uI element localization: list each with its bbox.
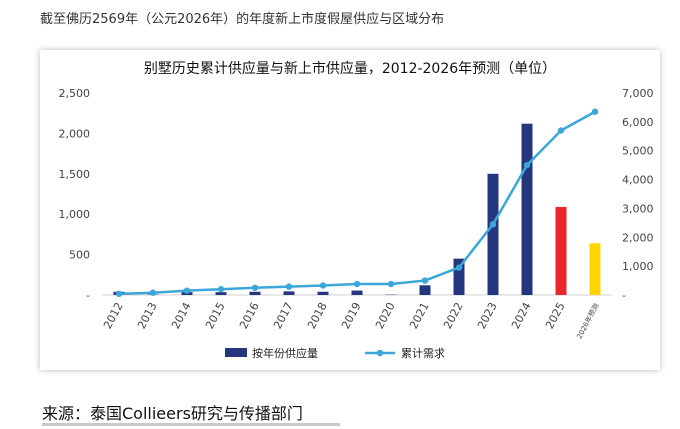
x-tick-label: 2024 <box>509 300 534 331</box>
x-tick-label: 2026年预测 <box>575 302 601 341</box>
x-tick-label: 2019 <box>339 300 364 331</box>
y-right-tick-label: 7,000 <box>622 87 654 100</box>
bar <box>351 290 363 295</box>
y-right-tick-label: 5,000 <box>622 145 654 158</box>
line-point <box>149 289 157 296</box>
x-tick-label: 2017 <box>271 300 296 331</box>
x-tick-label: 2025 <box>543 300 568 331</box>
bar <box>215 292 227 295</box>
bar <box>419 285 431 295</box>
bar <box>453 258 465 295</box>
legend-swatch-bars <box>225 348 247 357</box>
y-left-tick-label: 2,000 <box>59 127 91 140</box>
line-point <box>251 284 259 291</box>
bar <box>487 173 499 295</box>
x-tick-label: 2012 <box>101 300 126 331</box>
y-right-tick-label: 2,000 <box>622 231 654 244</box>
x-tick-label: 2014 <box>169 300 194 331</box>
line-point <box>285 283 293 290</box>
legend-label-line: 累计需求 <box>401 347 445 360</box>
line-point <box>387 280 395 288</box>
bar <box>317 291 329 295</box>
y-right-tick-label: 3,000 <box>622 202 654 215</box>
source-underline <box>42 423 340 426</box>
y-left-tick-label: - <box>86 289 90 302</box>
y-left-tick-label: 1,000 <box>59 208 91 221</box>
chart-title: 别墅历史累计供应量与新上市供应量，2012-2026年预测（单位） <box>143 61 557 77</box>
line-point <box>591 108 599 115</box>
x-tick-label: 2021 <box>407 300 432 331</box>
line-point <box>115 290 123 298</box>
line-point <box>217 286 225 293</box>
source-note: 来源：泰国Collieers研究与传播部门 <box>42 404 303 423</box>
chart-svg: - 500 1,000 1,500 2,000 2,500 - 1,000 2,000 3,000… <box>59 87 654 360</box>
x-tick-label: 2016 <box>237 300 262 331</box>
y-right-tick-label: 4,000 <box>622 174 654 187</box>
line-point <box>455 264 463 271</box>
x-tick-label: 2015 <box>203 300 228 331</box>
x-tick-label: 2013 <box>135 300 160 331</box>
line-point <box>183 287 191 294</box>
y-right-tick-label: - <box>622 289 626 302</box>
y-left-tick-label: 2,500 <box>59 87 91 100</box>
line-point <box>353 280 361 288</box>
y-right-tick-label: 6,000 <box>622 116 654 129</box>
bar <box>555 206 567 295</box>
bar <box>249 291 261 295</box>
bar <box>589 243 601 295</box>
x-tick-label: 2020 <box>373 300 398 331</box>
x-tick-label: 2022 <box>441 300 466 331</box>
bar <box>521 123 533 295</box>
line-point <box>489 221 497 228</box>
y-left-tick-label: 1,500 <box>59 168 91 181</box>
legend-swatch-marker <box>376 349 384 357</box>
x-tick-label: 2023 <box>475 300 500 331</box>
page-heading: 截至佛历2569年（公元2026年）的年度新上市度假屋供应与区域分布 <box>40 12 445 27</box>
line-point <box>523 161 531 169</box>
line-point <box>557 127 565 134</box>
line-point <box>421 277 429 284</box>
y-left-tick-label: 500 <box>69 249 90 262</box>
chart-card: 别墅历史累计供应量与新上市供应量，2012-2026年预测（单位） - 500 1,… <box>40 50 660 370</box>
line-point <box>319 282 327 289</box>
x-tick-label: 2018 <box>305 300 330 331</box>
legend-label-bars: 按年份供应量 <box>252 346 318 360</box>
y-right-tick-label: 1,000 <box>622 260 654 273</box>
bar <box>283 291 295 295</box>
